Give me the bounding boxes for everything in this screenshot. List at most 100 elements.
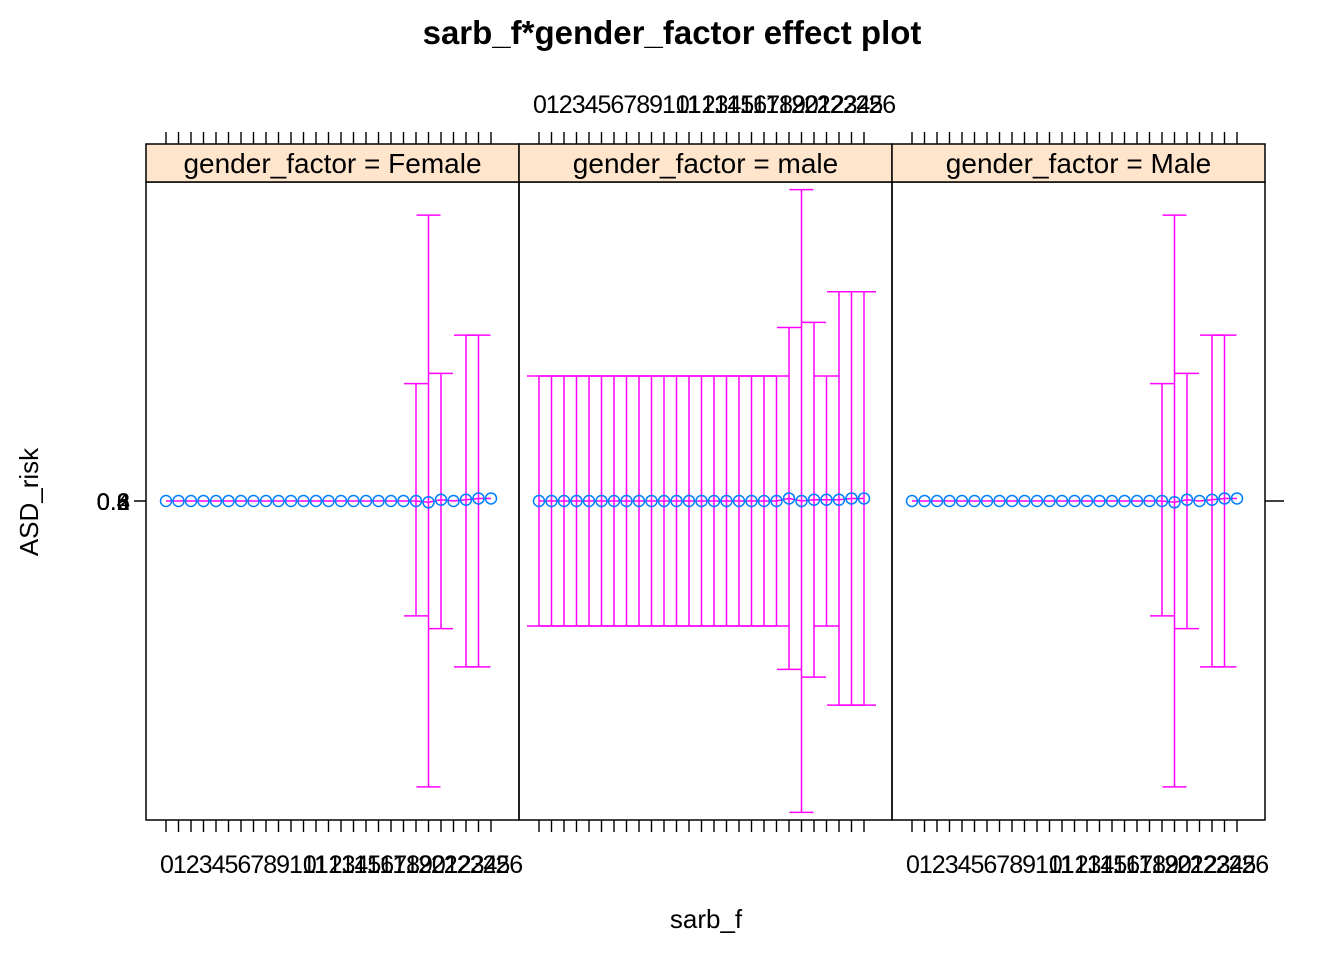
data-point <box>720 494 733 508</box>
x-tick-label: 26 <box>868 91 896 119</box>
x-tick-label: 8 <box>263 851 277 879</box>
y-tick-label: 0.6 <box>97 489 130 516</box>
data-point <box>384 494 398 508</box>
data-point <box>570 494 583 508</box>
panels-group: gender_factor = Female012345678910111213… <box>145 91 1269 879</box>
data-point <box>545 494 558 508</box>
x-tick-label: 20 <box>1164 851 1192 879</box>
data-point <box>209 494 223 508</box>
x-tick-label: 25 <box>1229 851 1257 879</box>
data-point <box>645 494 658 508</box>
x-tick-label: 1 <box>919 851 933 879</box>
x-tick-label: 17 <box>379 851 407 879</box>
x-tick-label: 5 <box>598 91 612 119</box>
x-tick-label: 22 <box>1190 851 1218 879</box>
data-point <box>459 493 473 506</box>
x-tick-label: 0 <box>160 851 174 879</box>
data-point <box>447 494 460 508</box>
estimate-line <box>912 497 1237 504</box>
data-point <box>1205 493 1219 506</box>
x-tick-label: 0 <box>906 851 920 879</box>
data-point <box>857 492 871 505</box>
x-tick-label: 23 <box>457 851 485 879</box>
x-tick-label: 4 <box>585 91 599 119</box>
x-tick-label: 13 <box>328 851 356 879</box>
strip-label: gender_factor = male <box>573 148 838 179</box>
data-point <box>1055 494 1069 508</box>
x-tick-label: 17 <box>752 91 780 119</box>
data-point <box>1130 494 1144 508</box>
x-tick-label: 7 <box>623 91 637 119</box>
x-tick-label: 9 <box>276 851 290 879</box>
x-tick-label: 18 <box>392 851 420 879</box>
y-tick-label: 0.8 <box>97 489 130 516</box>
x-tick-label: 5 <box>971 851 985 879</box>
data-point <box>955 494 969 508</box>
data-point <box>657 494 671 508</box>
data-point <box>422 496 435 509</box>
y-tick-label: 0.2 <box>97 489 130 516</box>
x-tick-label: 23 <box>830 91 858 119</box>
data-point <box>372 494 385 508</box>
x-tick-label: 21 <box>431 851 459 879</box>
x-tick-label: 19 <box>405 851 433 879</box>
data-point <box>757 494 771 508</box>
data-point <box>1105 494 1119 508</box>
data-point <box>184 494 198 508</box>
data-point <box>745 494 758 508</box>
x-tick-label: 2 <box>186 851 200 879</box>
x-tick-label: 15 <box>727 91 755 119</box>
data-point <box>820 493 833 506</box>
panel-1: gender_factor = Female012345678910111213… <box>145 132 523 879</box>
panel-strip <box>891 143 1266 183</box>
data-point <box>322 494 335 508</box>
x-tick-label: 9 <box>649 91 663 119</box>
data-point <box>943 494 956 508</box>
data-point <box>1080 494 1094 508</box>
x-tick-label: 6 <box>237 851 251 879</box>
data-point <box>968 494 981 508</box>
strip-label: gender_factor = Male <box>946 148 1211 179</box>
data-point <box>1193 494 1206 508</box>
data-point <box>1043 494 1056 508</box>
x-tick-label: 8 <box>1009 851 1023 879</box>
x-tick-label: 13 <box>701 91 729 119</box>
x-tick-label: 19 <box>778 91 806 119</box>
x-tick-label: 6 <box>610 91 624 119</box>
x-tick-label: 16 <box>1112 851 1140 879</box>
panel-strip <box>145 143 520 183</box>
data-point <box>247 494 260 508</box>
y-axis-label: ASD_risk <box>14 447 44 556</box>
data-point <box>532 494 546 508</box>
x-tick-label: 2 <box>932 851 946 879</box>
x-tick-label: 10 <box>1035 851 1063 879</box>
data-point <box>1093 494 1106 508</box>
x-tick-label: 17 <box>1125 851 1153 879</box>
data-point <box>1168 496 1181 509</box>
data-point <box>670 494 683 508</box>
x-tick-label: 1 <box>546 91 560 119</box>
data-point <box>832 493 846 506</box>
x-tick-label: 11 <box>302 851 328 879</box>
data-point <box>795 494 808 508</box>
data-point <box>197 494 210 508</box>
data-point <box>347 494 360 508</box>
data-point <box>334 494 348 508</box>
data-point <box>905 494 919 508</box>
data-point <box>918 494 931 508</box>
data-point <box>845 492 858 505</box>
x-tick-label: 13 <box>1074 851 1102 879</box>
data-point <box>359 494 373 508</box>
x-tick-label: 26 <box>495 851 523 879</box>
data-point <box>632 494 646 508</box>
chart-title: sarb_f*gender_factor effect plot <box>423 14 922 51</box>
data-point <box>782 492 796 505</box>
data-point <box>1230 492 1244 505</box>
x-tick-label: 0 <box>533 91 547 119</box>
x-tick-label: 21 <box>1177 851 1205 879</box>
data-point <box>284 494 298 508</box>
x-tick-label: 18 <box>1138 851 1166 879</box>
data-point <box>595 494 608 508</box>
data-point <box>980 494 994 508</box>
data-point <box>1180 493 1194 506</box>
